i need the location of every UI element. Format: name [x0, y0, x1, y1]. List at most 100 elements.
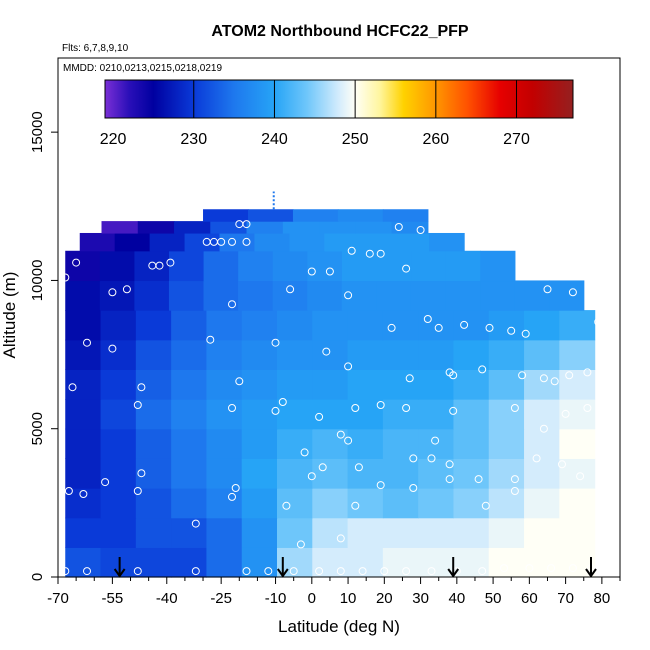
heatmap-cell	[312, 458, 349, 489]
heatmap-cell	[453, 517, 490, 548]
heatmap-cell	[169, 250, 205, 282]
sample-point	[289, 567, 298, 576]
heatmap-cell	[149, 232, 186, 252]
sample-point	[434, 323, 443, 332]
arrow-head	[447, 568, 460, 578]
sample-point	[137, 383, 146, 392]
sample-point	[365, 249, 374, 258]
sample-point	[271, 338, 280, 347]
heatmap-cell	[277, 339, 313, 370]
heatmap-cell	[307, 250, 343, 282]
heatmap-cell	[241, 339, 278, 370]
sample-point	[405, 374, 414, 383]
heatmap-cell	[312, 339, 349, 370]
heatmap-cell	[135, 458, 172, 489]
x-tick-label: 80	[594, 590, 611, 607]
sample-point	[61, 567, 70, 576]
sample-point	[409, 454, 418, 463]
sample-point	[235, 377, 244, 386]
dates-note: MMDD: 0210,0213,0215,0218,0219	[63, 63, 222, 74]
x-tick-label: 50	[485, 590, 502, 607]
heatmap-cell	[277, 399, 313, 430]
sample-point	[583, 368, 592, 377]
sample-point	[79, 490, 88, 498]
heatmap-cell	[100, 458, 137, 489]
heatmap-cell	[559, 488, 596, 519]
arrow-marker	[447, 557, 460, 578]
heatmap-cell	[488, 458, 525, 489]
heatmap-cell	[206, 310, 243, 341]
sample-point	[271, 406, 280, 415]
heatmap-cell	[134, 250, 170, 282]
heatmap-cell	[100, 399, 137, 430]
heatmap-cell	[347, 369, 384, 400]
heatmap-cell	[65, 547, 102, 578]
heatmap-cell	[100, 310, 137, 341]
sample-point	[568, 564, 577, 573]
sample-point	[108, 344, 117, 353]
heatmap-cell	[488, 517, 525, 548]
y-tick-label: 0	[29, 573, 46, 581]
heatmap-cell	[65, 399, 102, 430]
heatmap-cell	[65, 517, 102, 548]
heatmap-cell	[480, 280, 516, 311]
heatmap-cell	[65, 458, 102, 489]
heatmap-cell	[203, 250, 239, 282]
sample-point	[206, 335, 215, 344]
sample-point	[558, 460, 566, 469]
sample-point	[61, 273, 70, 282]
sample-point	[351, 404, 360, 412]
sample-point	[318, 463, 327, 472]
y-axis-label: Altitude (m)	[0, 272, 19, 359]
heatmap-cell	[184, 232, 221, 252]
heatmap-cell	[488, 399, 525, 430]
heatmap-cell	[137, 221, 175, 234]
sample-point	[217, 237, 226, 246]
heatmap-cell	[376, 280, 412, 311]
heatmap-cell	[445, 250, 481, 282]
heatmap-cell	[135, 369, 172, 400]
sample-point	[550, 377, 559, 386]
heatmap-cell	[100, 517, 137, 548]
sample-point	[568, 288, 577, 297]
heatmap-cell	[277, 517, 313, 548]
heatmap-cell	[206, 517, 243, 548]
heatmap-cell	[382, 310, 419, 341]
heatmap-cell	[241, 369, 278, 400]
arrow-head	[276, 568, 289, 578]
sample-point	[344, 362, 353, 371]
heatmap-cell	[453, 339, 490, 370]
sample-point	[101, 478, 110, 487]
x-axis: -70 -55 -40 -25 -10 0 10 20 30 40 50 60 70 80	[47, 577, 621, 607]
sample-point	[478, 567, 487, 576]
sample-point	[510, 487, 519, 495]
heatmap-cell	[312, 488, 349, 519]
sample-point	[75, 223, 84, 231]
arrow-marker	[276, 557, 289, 578]
sample-point	[64, 487, 73, 495]
sample-point	[525, 564, 534, 573]
heatmap-cell	[524, 458, 560, 489]
plot-frame	[57, 57, 621, 578]
sample-point	[325, 267, 334, 276]
sample-point	[507, 326, 516, 335]
sample-point	[583, 404, 592, 412]
heatmap-cell	[206, 369, 243, 400]
heatmap-cell	[524, 547, 560, 578]
sample-point	[336, 534, 345, 543]
heatmap-cell	[171, 428, 208, 459]
sample-point	[547, 564, 556, 573]
heatmap-cell	[341, 280, 377, 311]
colorbar-tick-label: 230	[180, 131, 207, 148]
colorbar-tick-label: 270	[503, 131, 530, 148]
sample-point	[228, 404, 236, 412]
sample-point	[300, 448, 309, 457]
heatmap-cell	[171, 488, 208, 519]
sample-point	[83, 567, 91, 576]
heatmap-cell	[312, 399, 349, 430]
heatmap-cell	[307, 280, 343, 311]
sample-point	[315, 412, 324, 421]
sample-point	[427, 567, 436, 576]
sample-point	[539, 424, 548, 433]
sample-point	[594, 317, 603, 326]
